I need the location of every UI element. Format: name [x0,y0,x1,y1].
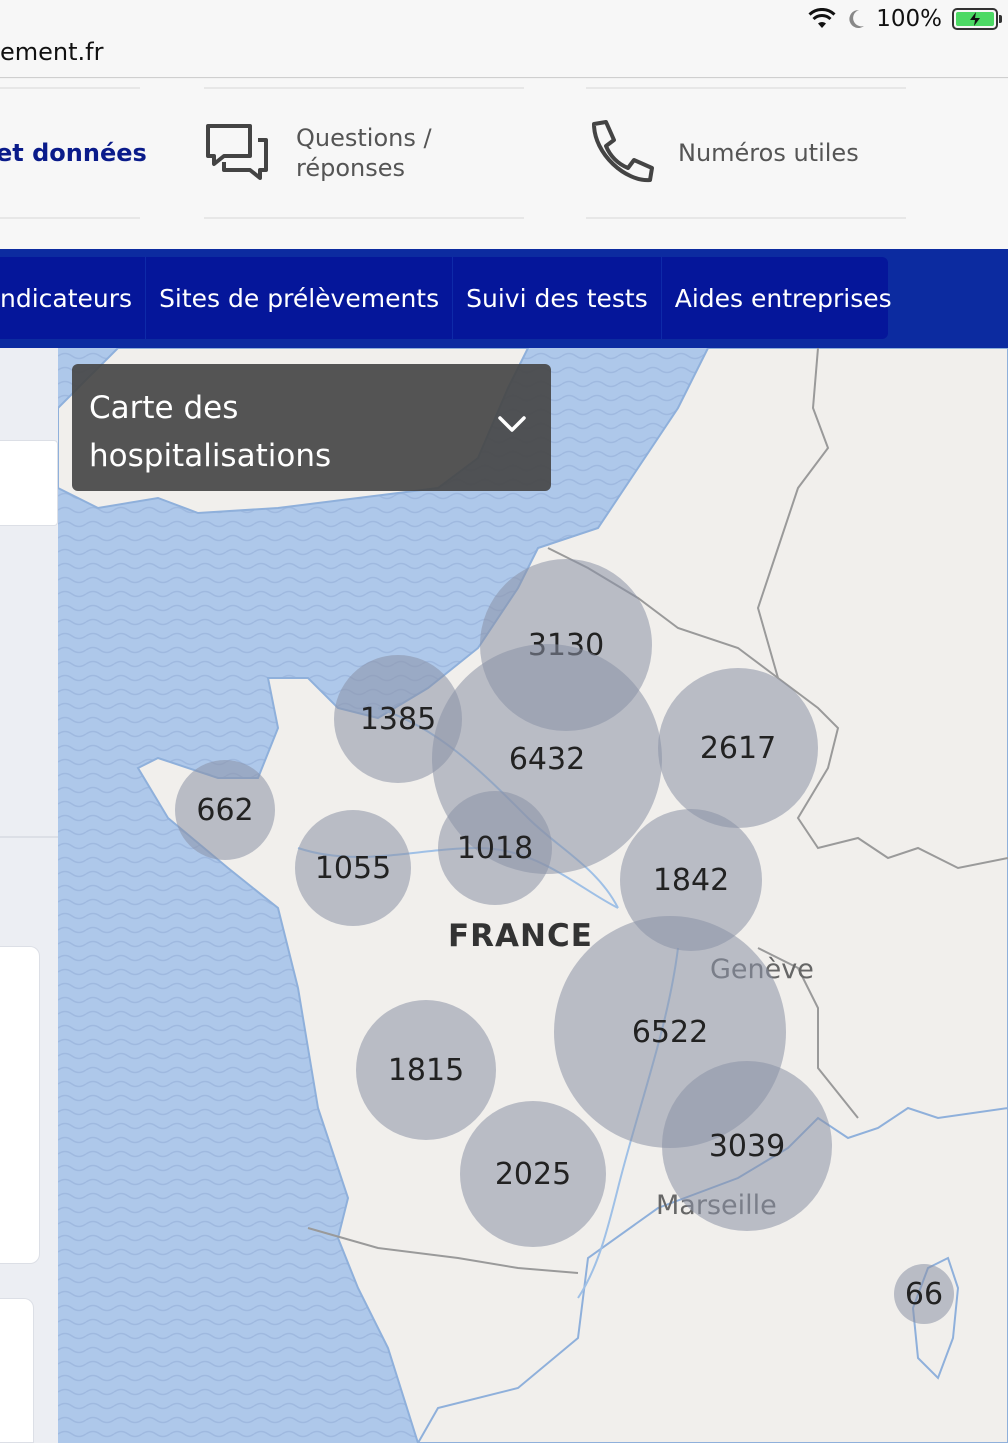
map-background [58,348,1008,1443]
status-icons: 100% [808,4,1002,34]
bubble-centre[interactable]: 1018 [438,791,552,905]
wifi-icon [808,8,836,28]
bubble-corse[interactable]: 66 [894,1264,954,1324]
map-type-dropdown[interactable]: Carte des hospitalisations [72,364,551,491]
tile-numbers-label: Numéros utiles [678,139,859,167]
tile-questions-label-1: Questions / [296,124,432,152]
moon-icon [849,9,865,28]
bubble-normandie[interactable]: 1385 [334,655,462,783]
chat-bubbles-icon [206,124,268,180]
left-card-1[interactable] [0,440,58,526]
tile-data-label: et données [0,139,147,167]
bubble-grand-est[interactable]: 2617 [658,668,818,828]
bubble-paca[interactable]: 3039 [662,1061,832,1231]
tile-data[interactable]: et données [0,87,147,219]
main-nav: ndicateurs Sites de prélèvements Suivi d… [0,249,1008,348]
battery-charging-icon [952,8,1002,30]
map[interactable]: FRANCE Genève Marseille 3130 6432 1385 2… [58,348,1008,1443]
nav-item-indicateurs[interactable]: ndicateurs [0,257,147,339]
header-tiles: et données Questions / réponses Numéros … [0,79,1008,249]
url-text[interactable]: ement.fr [0,38,104,66]
bubble-bretagne[interactable]: 662 [175,760,275,860]
bubble-pays-de-la-loire[interactable]: 1055 [295,810,411,926]
tile-questions[interactable]: Questions / réponses [204,87,524,219]
chevron-down-icon [498,416,526,432]
left-divider [0,836,58,838]
nav-item-aides[interactable]: Aides entreprises [674,283,892,313]
left-card-2[interactable] [0,946,40,1264]
left-card-3[interactable] [0,1298,34,1443]
bubble-occitanie[interactable]: 2025 [460,1101,606,1247]
map-type-dropdown-label: Carte des hospitalisations [89,384,469,480]
dropdown-label-line2: hospitalisations [89,438,332,474]
tile-questions-label-2: réponses [296,154,406,182]
map-country-label: FRANCE [448,918,593,954]
phone-icon [592,120,654,183]
bubble-nouvelle-aquitaine[interactable]: 1815 [356,1000,496,1140]
nav-item-suivi-tests[interactable]: Suivi des tests [453,257,662,339]
left-panel [0,348,58,1443]
dropdown-label-line1: Carte des [89,390,239,426]
browser-bar: ement.fr 100% [0,0,1008,78]
nav-item-sites[interactable]: Sites de prélèvements [146,257,454,339]
battery-percent: 100% [876,6,942,32]
tile-numbers[interactable]: Numéros utiles [586,87,906,219]
